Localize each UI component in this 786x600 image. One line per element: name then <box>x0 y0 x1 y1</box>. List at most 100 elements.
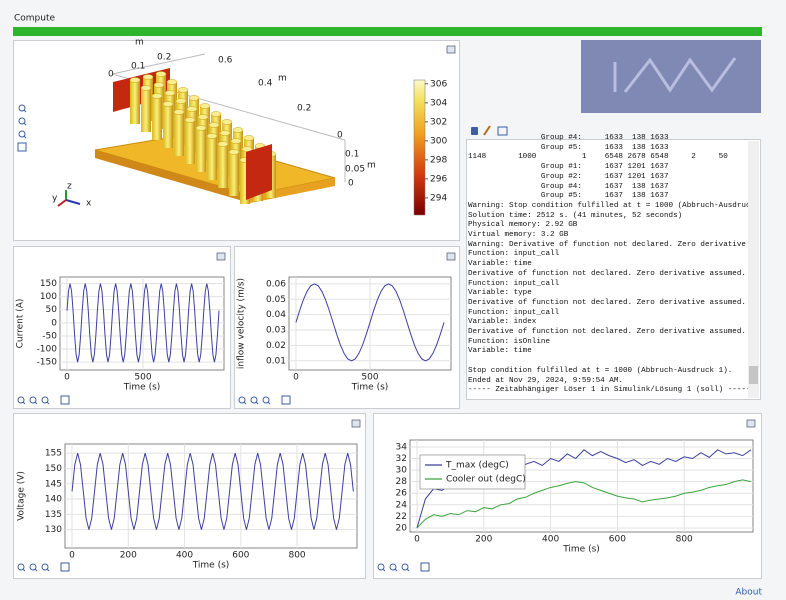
triad-label: z <box>67 182 72 192</box>
y-tick-label: 100 <box>40 292 57 302</box>
export-button[interactable] <box>497 126 508 136</box>
cell-top <box>140 85 152 91</box>
legend-label: Cooler out (degC) <box>446 475 526 485</box>
cell-top <box>153 82 165 88</box>
logo-mark <box>623 57 737 93</box>
zoom-button <box>23 109 27 113</box>
y-tick-label: 34 <box>396 442 408 452</box>
log-line: Derivative of function not declared. Zer… <box>468 269 746 278</box>
zoom-button <box>389 563 397 571</box>
axis-tick-label: 0.6 <box>218 56 233 66</box>
log-line: Group #2: 1637 1201 1637 <box>468 172 669 181</box>
cell-top <box>162 101 174 107</box>
y-tick-label: -100 <box>37 345 58 355</box>
axis-tick-label: 0 <box>348 179 354 189</box>
y-tick-label: 26 <box>396 489 408 499</box>
log-line: Group #5: 1633 138 1633 <box>468 143 669 152</box>
zoom-extents <box>60 395 70 405</box>
zoom-button <box>243 401 247 405</box>
cell-top <box>241 146 253 152</box>
axis-tick-label: 0.2 <box>297 104 311 114</box>
log-line: Function: input_call <box>468 250 560 259</box>
cell-body <box>141 88 151 132</box>
y-tick-label: 0.05 <box>266 295 286 305</box>
scrollbar[interactable] <box>748 141 759 398</box>
colorbar-label: 306 <box>430 79 447 89</box>
log-line: Derivative of function not declared. Zer… <box>468 298 746 307</box>
x-tick-label: 0 <box>69 551 75 561</box>
log-line: Function: isOnline <box>468 337 551 346</box>
zoom-button <box>34 568 38 572</box>
log-line: Ended at Nov 29, 2024, 9:59:54 AM. <box>468 376 623 385</box>
cell-body <box>163 104 173 148</box>
data-line <box>295 283 445 362</box>
cell-top <box>232 127 244 133</box>
x-tick-label: 200 <box>475 535 492 545</box>
y-tick-label: 22 <box>396 512 407 522</box>
y-tick-label: 130 <box>45 525 62 535</box>
log-line: Group #1: 1637 1201 1637 <box>468 163 669 172</box>
axis-tick-label: m <box>367 161 376 171</box>
y-tick-label: 24 <box>396 500 408 510</box>
zoom-button <box>17 396 25 404</box>
data-line <box>71 453 354 530</box>
zoom-button <box>22 401 26 405</box>
x-tick-label: 0 <box>414 535 420 545</box>
y-tick-label: 0 <box>51 318 57 328</box>
zoom-button <box>46 568 50 572</box>
lock-button[interactable] <box>471 127 478 135</box>
y-tick-label: 20 <box>396 523 408 533</box>
zoom-button <box>22 568 26 572</box>
axis-line <box>111 53 206 75</box>
x-tick-label: 0 <box>293 373 299 383</box>
cell-top <box>184 117 196 123</box>
cell-top <box>151 93 163 99</box>
axis-tick-label: 0.4 <box>258 79 273 89</box>
cell-top <box>155 71 167 77</box>
cell-top <box>175 98 187 104</box>
y-tick-label: 145 <box>45 479 62 489</box>
cell-body <box>185 120 195 164</box>
progress-bar <box>13 27 762 36</box>
x-axis-label: Time (s) <box>351 383 389 393</box>
log-output: Group #4: 1633 138 1633 Group #5: 1633 1… <box>468 134 748 394</box>
log-line: Variable: type <box>468 289 532 298</box>
log-line: Derivative of function not declared. Zer… <box>468 328 746 337</box>
cell-body <box>218 144 228 188</box>
zoom-button <box>17 563 25 571</box>
cell-top <box>208 122 220 128</box>
log-line: Group #4: 1633 138 1633 <box>468 134 669 142</box>
image-button <box>351 419 361 428</box>
x-tick-label: 800 <box>288 551 305 561</box>
logo <box>581 40 761 113</box>
axis-tick-label: 0.2 <box>157 53 171 63</box>
zoom-button <box>23 135 27 139</box>
cell-body <box>152 96 162 140</box>
log-line: Warning: Stop condition fulfilled at t =… <box>468 201 748 210</box>
log-line: ----- Zeitabhängiger Löser 1 in Simulink… <box>468 386 748 394</box>
axis-tick-label: m <box>278 74 287 84</box>
zoom-button <box>238 396 246 404</box>
clear-button[interactable] <box>483 125 491 136</box>
y-tick-label: 0.06 <box>266 279 286 289</box>
cell-top <box>129 77 141 83</box>
zoom-extents <box>60 562 70 572</box>
zoom-button <box>29 563 37 571</box>
cell-body <box>207 136 217 180</box>
x-tick-label: 500 <box>361 373 378 383</box>
scroll-thumb[interactable] <box>749 366 758 384</box>
axis-tick-label: 0.1 <box>345 150 359 160</box>
about-link[interactable]: About <box>735 588 762 598</box>
cell-top <box>243 135 255 141</box>
cell-top <box>199 103 211 109</box>
y-axis-label: inflow velocity (m/s) <box>237 278 247 369</box>
cell-top <box>186 106 198 112</box>
base-plate-side <box>95 150 250 203</box>
zoom-button <box>46 401 50 405</box>
cell-body <box>196 128 206 172</box>
y-axis-label: Voltage (V) <box>17 471 27 521</box>
colorbar-label: 298 <box>430 155 447 165</box>
log-line: Variable: index <box>468 318 537 327</box>
y-tick-label: 140 <box>45 495 62 505</box>
